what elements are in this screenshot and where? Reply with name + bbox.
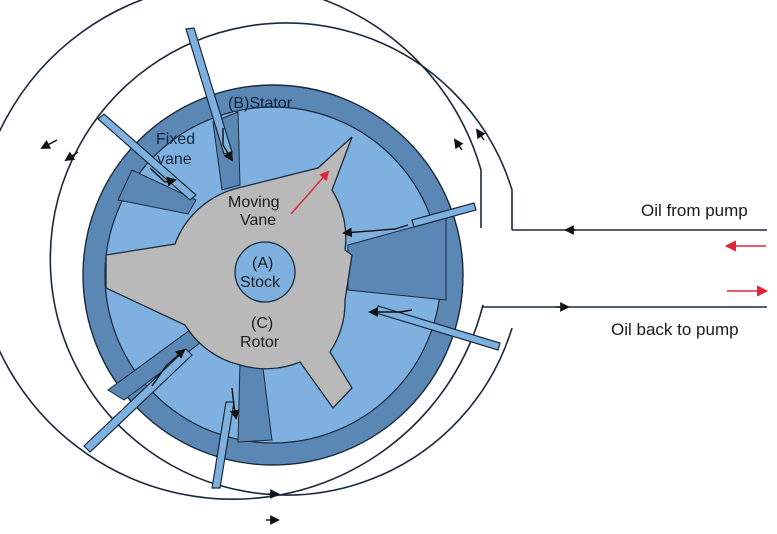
outer-channel-outer-wall [0,0,767,500]
internal-flow-arrows [149,128,413,420]
rotor-label-line1: (C) [251,315,273,332]
moving-vane-label-line2: Vane [240,212,276,229]
fixed-vane-label-line1: Fixed [156,131,195,148]
moving-vane-pointer [290,170,330,215]
fixed-vane-label-line2: vane [157,151,192,168]
rotor-label-line2: Rotor [240,334,280,351]
stator-label: (B)Stator [228,95,293,112]
oil-back-to-pump-label: Oil back to pump [611,320,739,339]
moving-vane-label-line1: Moving [228,194,280,211]
stock-shaft [234,241,296,303]
rotor [105,136,353,410]
outer-channel-inner-wall [49,22,767,496]
channel-flow-arrows [40,128,576,525]
stock-label-line1: (A) [252,255,273,272]
oil-from-pump-label: Oil from pump [641,201,748,220]
stock-label-line2: Stock [240,274,281,291]
fixed-vane-upper-left [117,169,197,215]
